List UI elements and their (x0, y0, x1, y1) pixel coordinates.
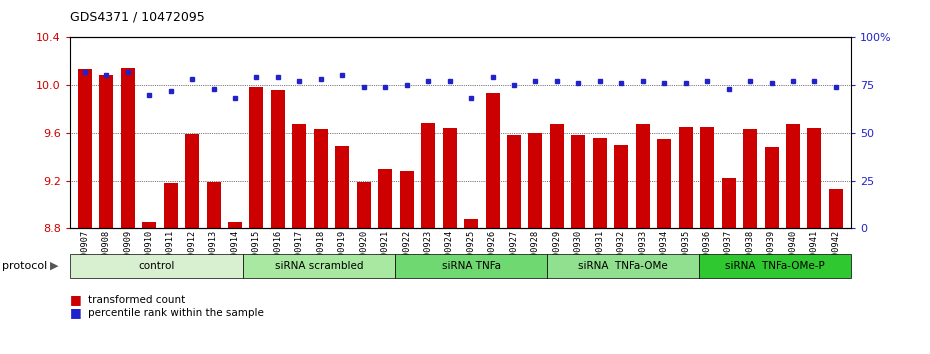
Text: GSM790932: GSM790932 (617, 230, 626, 277)
Bar (421, 123, 435, 228)
Bar (100, 75, 113, 228)
Text: GSM790935: GSM790935 (681, 230, 690, 277)
Text: GSM790931: GSM790931 (595, 230, 604, 277)
Bar (357, 182, 371, 228)
Bar (786, 124, 800, 228)
Text: GSM790925: GSM790925 (467, 230, 475, 277)
Text: GSM790928: GSM790928 (531, 230, 540, 277)
Bar (379, 169, 392, 228)
Bar (636, 124, 650, 228)
Bar (313, 129, 327, 228)
Text: GSM790909: GSM790909 (123, 230, 132, 277)
Text: GSM790927: GSM790927 (510, 230, 519, 277)
Text: GSM790930: GSM790930 (574, 230, 583, 277)
Bar (464, 219, 478, 228)
Bar (121, 68, 135, 228)
Text: GSM790936: GSM790936 (703, 230, 711, 277)
Text: GSM790917: GSM790917 (295, 230, 304, 277)
Text: GSM790916: GSM790916 (273, 230, 283, 277)
Bar (443, 128, 457, 228)
Bar (658, 139, 671, 228)
Bar (164, 183, 178, 228)
Text: ▶: ▶ (50, 261, 59, 271)
Bar (807, 128, 821, 228)
Bar (592, 138, 606, 228)
Bar (507, 135, 521, 228)
Text: GSM790922: GSM790922 (402, 230, 411, 277)
Text: GSM790913: GSM790913 (209, 230, 218, 277)
Text: GSM790910: GSM790910 (145, 230, 153, 277)
Bar (271, 90, 285, 228)
Text: GSM790941: GSM790941 (810, 230, 819, 277)
Text: transformed count: transformed count (88, 295, 186, 305)
Text: GSM790937: GSM790937 (724, 230, 733, 277)
Bar (142, 222, 156, 228)
Bar (78, 69, 92, 228)
Text: GSM790929: GSM790929 (552, 230, 562, 277)
Bar (764, 147, 778, 228)
Text: GSM790924: GSM790924 (445, 230, 454, 277)
Text: GSM790915: GSM790915 (252, 230, 261, 277)
Text: GSM790934: GSM790934 (659, 230, 669, 277)
Text: siRNA  TNFa-OMe: siRNA TNFa-OMe (578, 261, 668, 271)
Text: GSM790926: GSM790926 (488, 230, 497, 277)
Text: GSM790938: GSM790938 (746, 230, 754, 277)
Bar (206, 182, 220, 228)
Text: GSM790920: GSM790920 (359, 230, 368, 277)
Text: control: control (139, 261, 175, 271)
Text: GSM790921: GSM790921 (380, 230, 390, 277)
Text: protocol: protocol (2, 261, 47, 271)
Bar (722, 178, 736, 228)
Bar (679, 127, 693, 228)
Bar (185, 134, 199, 228)
Text: GSM790912: GSM790912 (188, 230, 196, 277)
Text: siRNA TNFa: siRNA TNFa (442, 261, 500, 271)
Bar (228, 222, 242, 228)
Bar (485, 93, 499, 228)
Text: GSM790918: GSM790918 (316, 230, 326, 277)
Bar (292, 124, 306, 228)
Text: GSM790911: GSM790911 (166, 230, 175, 277)
Bar (70, 254, 244, 278)
Bar (400, 171, 414, 228)
Bar (249, 87, 263, 228)
Text: siRNA scrambled: siRNA scrambled (275, 261, 364, 271)
Bar (244, 254, 395, 278)
Text: GSM790923: GSM790923 (424, 230, 432, 277)
Bar (699, 254, 851, 278)
Bar (550, 124, 564, 228)
Text: percentile rank within the sample: percentile rank within the sample (88, 308, 264, 318)
Bar (700, 127, 714, 228)
Bar (336, 146, 350, 228)
Bar (528, 133, 542, 228)
Text: GSM790933: GSM790933 (638, 230, 647, 277)
Text: GSM790940: GSM790940 (789, 230, 798, 277)
Text: ■: ■ (70, 293, 82, 306)
Bar (615, 145, 629, 228)
Text: GSM790907: GSM790907 (80, 230, 89, 277)
Bar (743, 129, 757, 228)
Text: ■: ■ (70, 306, 82, 319)
Bar (547, 254, 699, 278)
Bar (829, 189, 843, 228)
Text: GSM790914: GSM790914 (231, 230, 240, 277)
Text: GSM790942: GSM790942 (831, 230, 841, 277)
Bar (395, 254, 547, 278)
Text: GSM790908: GSM790908 (101, 230, 111, 277)
Text: siRNA  TNFa-OMe-P: siRNA TNFa-OMe-P (725, 261, 825, 271)
Text: GDS4371 / 10472095: GDS4371 / 10472095 (70, 11, 205, 24)
Text: GSM790939: GSM790939 (767, 230, 776, 277)
Text: GSM790919: GSM790919 (338, 230, 347, 277)
Bar (571, 135, 585, 228)
